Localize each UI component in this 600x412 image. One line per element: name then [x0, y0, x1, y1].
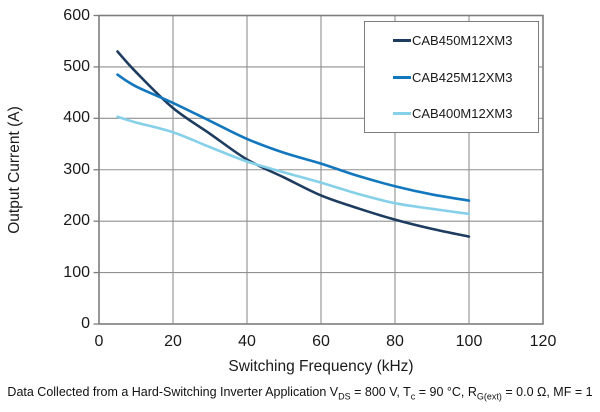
- legend-item: CAB400M12XM3: [365, 95, 538, 132]
- x-tick-label: 120: [529, 333, 557, 350]
- series-line-CAB400M12XM3: [116, 115, 471, 216]
- y-tick-label: 400: [63, 109, 90, 127]
- legend-item: CAB450M12XM3: [365, 22, 538, 59]
- x-tick-label: 80: [386, 333, 404, 350]
- caption-subscript: G(ext): [476, 391, 502, 402]
- legend: CAB450M12XM3 CAB425M12XM3 CAB400M12XM3: [364, 21, 539, 133]
- caption-subscript: c: [410, 391, 416, 402]
- chart-caption: Data Collected from a Hard-Switching Inv…: [0, 385, 600, 405]
- caption-text: Data Collected from a Hard-Switching Inv…: [7, 385, 339, 399]
- y-axis-title: Output Current (A): [6, 106, 23, 234]
- legend-line-swatch: [393, 112, 411, 116]
- y-tick-label: 300: [63, 160, 90, 178]
- y-tick-label: 100: [63, 263, 90, 281]
- plot-frame: [98, 14, 544, 325]
- legend-line-swatch: [393, 38, 411, 42]
- legend-label: CAB450M12XM3: [412, 32, 513, 48]
- x-tick-label: 100: [455, 333, 483, 350]
- y-tick-label: 200: [63, 212, 90, 230]
- x-tick-label: 20: [164, 333, 182, 350]
- legend-line-swatch: [393, 75, 411, 79]
- caption-text: = 800 V, T: [350, 385, 411, 399]
- series-line-CAB425M12XM3: [116, 73, 471, 202]
- x-tick-label: 60: [312, 333, 330, 350]
- y-tick-label: 500: [63, 57, 90, 75]
- legend-label: CAB425M12XM3: [412, 69, 513, 85]
- y-tick-label: 600: [63, 6, 90, 24]
- x-tick-label: 40: [238, 333, 256, 350]
- legend-item: CAB425M12XM3: [365, 59, 538, 96]
- legend-label: CAB400M12XM3: [412, 106, 513, 122]
- caption-text: = 0.0 Ω, MF = 1: [501, 385, 593, 399]
- x-tick-label: 0: [94, 333, 104, 350]
- x-axis-title: Switching Frequency (kHz): [228, 358, 414, 375]
- caption-text: = 90 °C, R: [415, 385, 477, 399]
- caption-subscript: DS: [338, 391, 351, 402]
- y-tick-label: 0: [81, 315, 90, 332]
